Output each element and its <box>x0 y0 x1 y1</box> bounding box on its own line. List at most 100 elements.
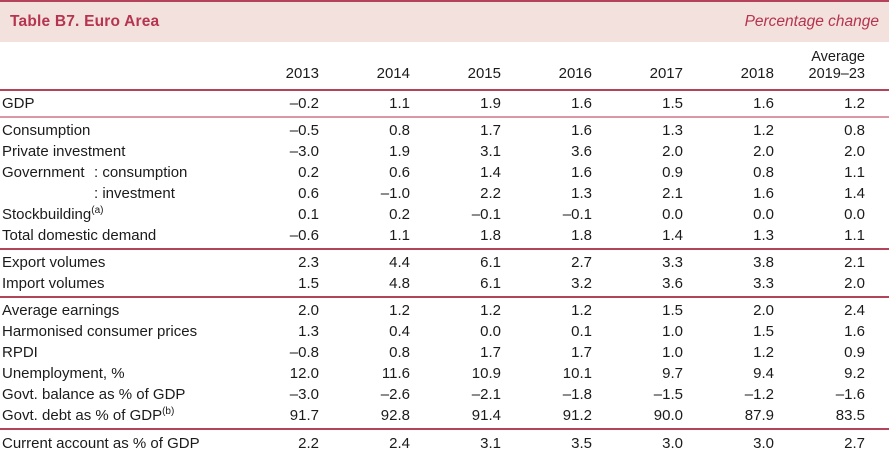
cell-value: –1.5 <box>653 386 683 403</box>
cell-value: –1.2 <box>744 386 774 403</box>
cell-value: 1.9 <box>389 143 410 160</box>
footnote-marker: (a) <box>91 205 104 216</box>
table-row: Current account as % of GDP 2.2 2.4 3.1 3.5 3… <box>0 429 889 449</box>
cell-value: 9.4 <box>753 365 774 382</box>
cell-value: 3.8 <box>753 254 774 271</box>
average-label-line1: Average <box>811 49 865 65</box>
table-row: Average earnings 2.0 1.2 1.2 1.2 1.5 2.0 2.4 <box>0 297 889 321</box>
cell-value: 2.0 <box>662 143 683 160</box>
cell-value: 1.2 <box>753 344 774 361</box>
cell-value: 1.5 <box>662 302 683 319</box>
cell-value: 1.3 <box>753 227 774 244</box>
cell-value: 1.2 <box>389 302 410 319</box>
cell-value: 1.6 <box>571 122 592 139</box>
cell-value: 3.3 <box>662 254 683 271</box>
unit-label: Percentage change <box>744 13 879 30</box>
cell-value: 1.4 <box>662 227 683 244</box>
cell-value: 0.0 <box>844 206 865 223</box>
cell-value: 9.2 <box>844 365 865 382</box>
cell-value: 1.7 <box>480 344 501 361</box>
cell-value: 4.8 <box>389 275 410 292</box>
cell-value: 3.1 <box>480 143 501 160</box>
cell-value: 2.4 <box>844 302 865 319</box>
cell-value: 3.0 <box>662 435 683 449</box>
cell-value: 1.1 <box>844 164 865 181</box>
row-label: Private investment <box>2 143 126 160</box>
table-row: Consumption –0.5 0.8 1.7 1.6 1.3 1.2 0.8 <box>0 117 889 141</box>
cell-value: 1.8 <box>480 227 501 244</box>
cell-value: 1.7 <box>480 122 501 139</box>
row-group: Export volumes 2.3 4.4 6.1 2.7 3.3 3.8 2.1 Impor… <box>0 249 889 297</box>
table-header-band: Table B7. Euro Area Percentage change <box>0 0 889 42</box>
cell-value: 10.1 <box>562 365 592 382</box>
cell-value: 2.3 <box>298 254 319 271</box>
cell-value: 0.9 <box>844 344 865 361</box>
table-row: Harmonised consumer prices 1.3 0.4 0.0 0.1 1.… <box>0 321 889 342</box>
row-label: Import volumes <box>2 275 105 292</box>
row-label: Harmonised consumer prices <box>2 323 198 340</box>
cell-value: 0.6 <box>298 185 319 202</box>
cell-value: –0.2 <box>289 95 319 112</box>
cell-value: 0.6 <box>389 164 410 181</box>
table-row: : investment 0.6 –1.0 2.2 1.3 2.1 1.6 1.4 <box>0 183 889 204</box>
average-label-line2: 2019–23 <box>808 66 865 82</box>
table-row: Stockbuilding(a) 0.1 0.2 –0.1 –0.1 0.0 0.0 0.0 <box>0 204 889 225</box>
row-label: Average earnings <box>2 302 120 319</box>
cell-value: 1.0 <box>662 344 683 361</box>
table-title: Table B7. Euro Area <box>10 13 160 30</box>
cell-value: 10.9 <box>471 365 501 382</box>
cell-value: 2.1 <box>662 185 683 202</box>
row-group: Average earnings 2.0 1.2 1.2 1.2 1.5 2.0 2.4 Har… <box>0 297 889 429</box>
table-row: GDP –0.2 1.1 1.9 1.6 1.5 1.6 1.2 <box>0 90 889 117</box>
cell-value: 0.0 <box>662 206 683 223</box>
row-label: Govt. balance as % of GDP <box>2 386 186 403</box>
row-label: Consumption <box>2 122 91 139</box>
cell-value: 9.7 <box>662 365 683 382</box>
cell-value: 0.1 <box>298 206 319 223</box>
row-label: RPDI <box>2 344 38 361</box>
cell-value: 1.8 <box>571 227 592 244</box>
table-row: Government: consumption 0.2 0.6 1.4 1.6 0.9 0.… <box>0 162 889 183</box>
row-label: Unemployment, % <box>2 365 125 382</box>
cell-value: 90.0 <box>653 407 683 424</box>
cell-value: 1.5 <box>753 323 774 340</box>
cell-value: –2.6 <box>380 386 410 403</box>
cell-value: 0.8 <box>389 122 410 139</box>
cell-value: 3.1 <box>480 435 501 449</box>
table-head: 2013 2014 2015 2016 2017 2018 Average 2019–23 <box>0 44 889 90</box>
cell-value: 2.0 <box>844 275 865 292</box>
cell-value: 1.4 <box>844 185 865 202</box>
cell-value: 1.1 <box>389 95 410 112</box>
cell-value: –3.0 <box>289 386 319 403</box>
cell-value: 1.3 <box>571 185 592 202</box>
row-label: Total domestic demand <box>2 227 157 244</box>
cell-value: 0.0 <box>480 323 501 340</box>
cell-value: –1.6 <box>835 386 865 403</box>
table-row: Govt. debt as % of GDP(b) 91.7 92.8 91.4 91.… <box>0 405 889 429</box>
cell-value: 1.2 <box>480 302 501 319</box>
cell-value: –0.1 <box>471 206 501 223</box>
year-column-header: 2014 <box>376 65 410 82</box>
year-column-header: 2016 <box>558 65 592 82</box>
row-label: Export volumes <box>2 254 106 271</box>
data-table: 2013 2014 2015 2016 2017 2018 Average 2019–23… <box>0 44 889 449</box>
table-row: Import volumes 1.5 4.8 6.1 3.2 3.6 3.3 2.0 <box>0 273 889 297</box>
table-row: Export volumes 2.3 4.4 6.1 2.7 3.3 3.8 2.1 <box>0 249 889 273</box>
row-group: GDP –0.2 1.1 1.9 1.6 1.5 1.6 1.2 <box>0 90 889 117</box>
cell-value: 0.0 <box>753 206 774 223</box>
cell-value: –2.1 <box>471 386 501 403</box>
cell-value: 3.2 <box>571 275 592 292</box>
cell-value: 1.2 <box>571 302 592 319</box>
cell-value: 91.2 <box>562 407 592 424</box>
cell-value: –0.6 <box>289 227 319 244</box>
cell-value: 0.8 <box>753 164 774 181</box>
table-row: Private investment –3.0 1.9 3.1 3.6 2.0 2.0 2.0 <box>0 141 889 162</box>
year-column-header: 2017 <box>649 65 683 82</box>
year-column-header: 2015 <box>467 65 501 82</box>
cell-value: 2.0 <box>844 143 865 160</box>
row-label: Current account as % of GDP <box>2 435 200 449</box>
cell-value: 87.9 <box>744 407 774 424</box>
cell-value: 1.3 <box>662 122 683 139</box>
average-column-header: Average 2019–23 <box>798 44 889 90</box>
cell-value: 3.3 <box>753 275 774 292</box>
